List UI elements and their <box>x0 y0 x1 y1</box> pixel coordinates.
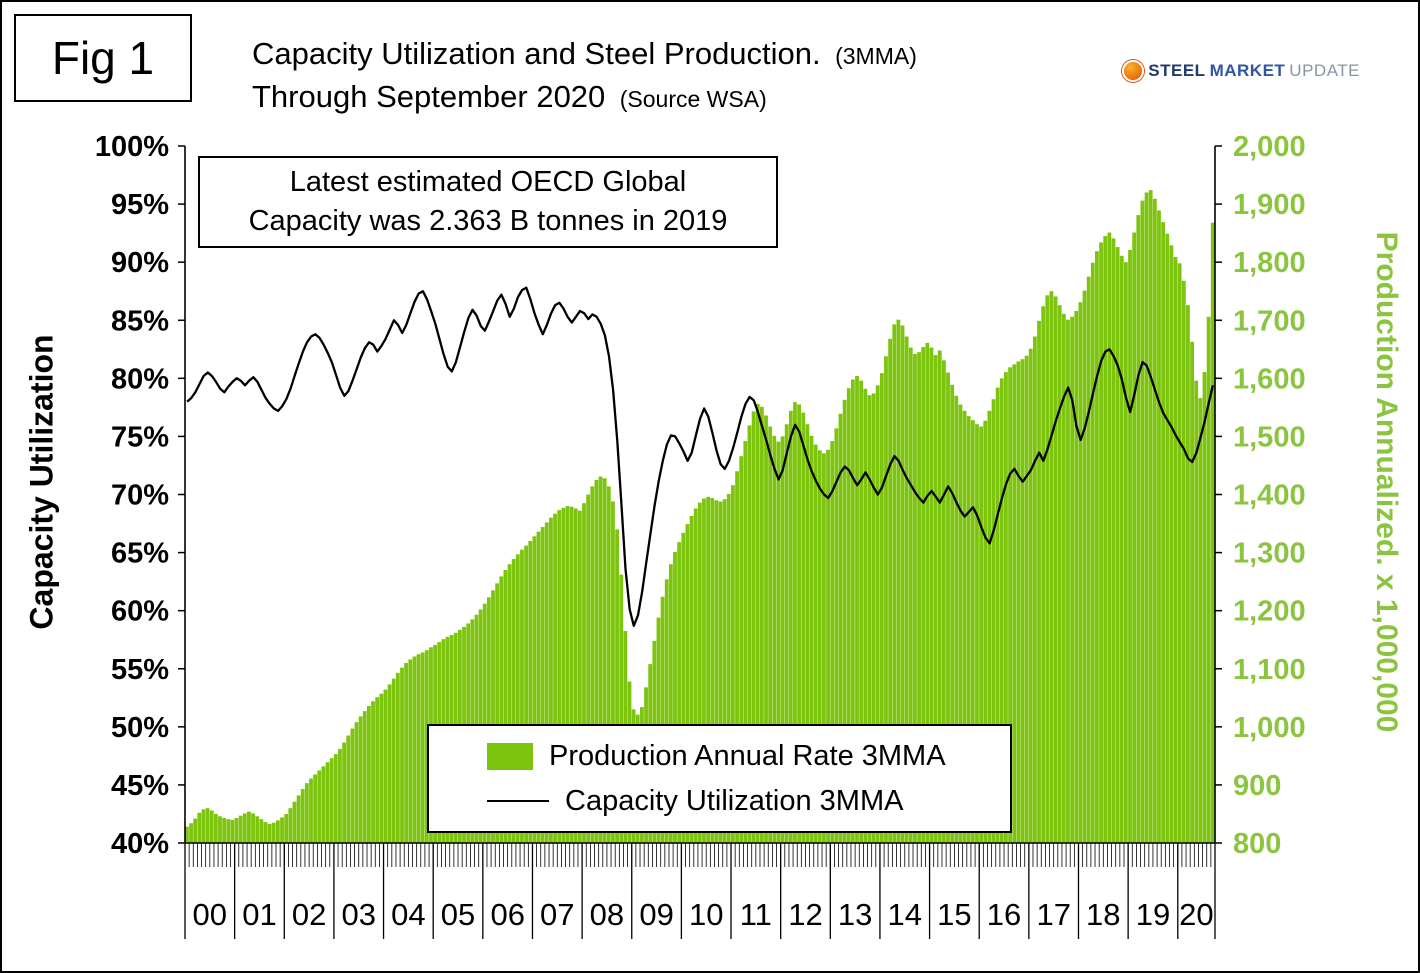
chart-subtitle: Through September 2020 <box>252 79 606 115</box>
svg-text:40%: 40% <box>111 828 169 860</box>
annotation-line2: Capacity was 2.363 B tonnes in 2019 <box>248 205 728 237</box>
logo-globe-icon <box>1122 60 1145 82</box>
svg-text:03: 03 <box>341 897 375 932</box>
svg-text:1,500: 1,500 <box>1233 421 1306 453</box>
left-axis-title: Capacity Utilization <box>23 334 60 630</box>
legend-row-production: Production Annual Rate 3MMA <box>487 740 1010 773</box>
svg-text:65%: 65% <box>111 538 169 570</box>
logo-text-steel: STEEL <box>1148 61 1206 80</box>
logo-text-update: UPDATE <box>1289 61 1360 80</box>
legend-bar-label: Production Annual Rate 3MMA <box>549 739 946 772</box>
figure-number-label: Fig 1 <box>51 32 155 84</box>
svg-text:10: 10 <box>689 897 723 932</box>
svg-text:04: 04 <box>391 897 425 932</box>
logo-text-market: MARKET <box>1209 61 1286 80</box>
legend-line-label: Capacity Utilization 3MMA <box>565 784 904 817</box>
chart-title-block: Capacity Utilization and Steel Productio… <box>252 32 917 119</box>
svg-text:1,900: 1,900 <box>1233 189 1306 221</box>
svg-text:00: 00 <box>193 897 227 932</box>
svg-text:16: 16 <box>987 897 1021 932</box>
svg-text:05: 05 <box>441 897 475 932</box>
svg-text:90%: 90% <box>111 247 169 279</box>
svg-text:09: 09 <box>639 897 673 932</box>
legend-box: Production Annual Rate 3MMA Capacity Uti… <box>427 724 1012 833</box>
svg-text:800: 800 <box>1233 828 1281 860</box>
svg-text:1,700: 1,700 <box>1233 305 1306 337</box>
svg-text:01: 01 <box>242 897 276 932</box>
svg-text:1,800: 1,800 <box>1233 247 1306 279</box>
svg-text:1,300: 1,300 <box>1233 538 1306 570</box>
chart-title-suffix: (3MMA) <box>835 43 917 69</box>
legend-bar-swatch <box>487 742 533 770</box>
svg-text:900: 900 <box>1233 770 1281 802</box>
chart-title: Capacity Utilization and Steel Productio… <box>252 36 821 71</box>
svg-text:70%: 70% <box>111 480 169 512</box>
svg-text:07: 07 <box>540 897 574 932</box>
svg-text:1,100: 1,100 <box>1233 654 1306 686</box>
svg-text:95%: 95% <box>111 189 169 221</box>
svg-text:80%: 80% <box>111 363 169 395</box>
svg-text:85%: 85% <box>111 305 169 337</box>
svg-text:2,000: 2,000 <box>1233 131 1306 163</box>
svg-text:19: 19 <box>1136 897 1170 932</box>
svg-text:14: 14 <box>888 897 922 932</box>
svg-text:45%: 45% <box>111 770 169 802</box>
svg-text:08: 08 <box>590 897 624 932</box>
svg-text:55%: 55% <box>111 654 169 686</box>
svg-text:15: 15 <box>937 897 971 932</box>
chart-subtitle-suffix: (Source WSA) <box>619 86 767 113</box>
annotation-line1: Latest estimated OECD Global <box>289 165 687 198</box>
chart-title-line2: Through September 2020 (Source WSA) <box>252 75 917 118</box>
utilization-line <box>186 286 1215 627</box>
svg-text:100%: 100% <box>95 131 169 163</box>
svg-text:75%: 75% <box>111 421 169 453</box>
svg-text:1,000: 1,000 <box>1233 712 1306 744</box>
svg-text:18: 18 <box>1086 897 1120 932</box>
annotation-box: Latest estimated OECD Global Capacity wa… <box>198 156 778 248</box>
svg-text:20: 20 <box>1179 897 1213 932</box>
legend-row-utilization: Capacity Utilization 3MMA <box>487 785 1010 818</box>
svg-text:1,200: 1,200 <box>1233 596 1306 628</box>
steel-market-update-logo: STEEL MARKET UPDATE <box>1122 60 1360 82</box>
svg-text:12: 12 <box>788 897 822 932</box>
svg-text:1,400: 1,400 <box>1233 480 1306 512</box>
figure-number-box: Fig 1 <box>14 14 192 102</box>
svg-text:02: 02 <box>292 897 326 932</box>
svg-text:13: 13 <box>838 897 872 932</box>
right-axis-title: Production Annualized. x 1,000,000 <box>1370 231 1403 733</box>
svg-text:60%: 60% <box>111 596 169 628</box>
svg-text:06: 06 <box>490 897 524 932</box>
svg-text:17: 17 <box>1036 897 1070 932</box>
legend-line-swatch <box>487 800 549 802</box>
svg-text:11: 11 <box>740 897 772 932</box>
chart-title-line1: Capacity Utilization and Steel Productio… <box>252 32 917 75</box>
svg-text:50%: 50% <box>111 712 169 744</box>
svg-text:1,600: 1,600 <box>1233 363 1306 395</box>
